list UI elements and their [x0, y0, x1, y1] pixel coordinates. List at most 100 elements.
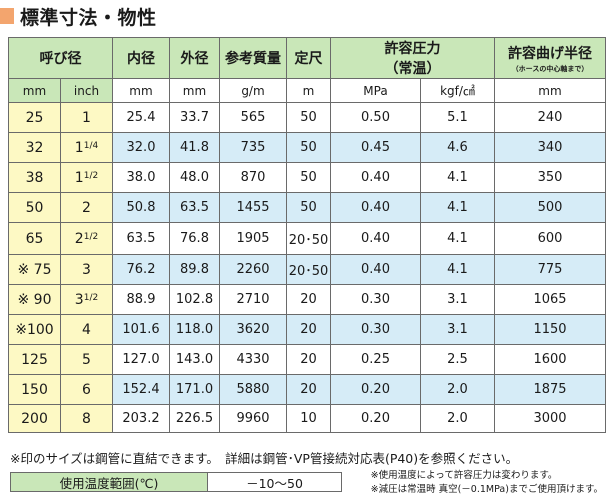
cell-radius: 1600: [494, 344, 606, 375]
cell-radius: 1150: [494, 314, 606, 345]
cell-length: 20: [286, 314, 331, 345]
cell-length: 10: [286, 404, 331, 433]
cell-length: 50: [286, 132, 331, 163]
cell-size-inch: 11/2: [60, 162, 113, 193]
cell-naikei: 32.0: [112, 132, 170, 163]
cell-mass: 870: [219, 162, 287, 193]
cell-length: 20: [286, 344, 331, 375]
table-row: 38 11/2 38.0 48.0 870 50 0.40 4.1 350: [8, 162, 606, 193]
header-kyoyo-mage-sub: （ホースの中心軸まで）: [511, 64, 589, 73]
cell-gaikei: 41.8: [169, 132, 220, 163]
cell-mass: 565: [219, 102, 287, 133]
page-title: 標準寸法・物性: [0, 2, 157, 30]
cell-radius: 240: [494, 102, 606, 133]
inch-whole: 2: [74, 230, 84, 247]
cell-size-mm: 150: [8, 374, 61, 405]
cell-naikei: 203.2: [112, 404, 170, 433]
cell-size-inch: 11/4: [60, 132, 113, 163]
cell-gaikei: 89.8: [169, 254, 220, 285]
cell-mpa: 0.40: [330, 222, 421, 255]
temperature-range-label: 使用温度範囲(℃): [10, 472, 208, 492]
cell-mass: 735: [219, 132, 287, 163]
cell-size-mm: ※ 90: [8, 284, 61, 315]
inch-whole: 1: [82, 109, 91, 126]
unit-mass: g/m: [219, 78, 287, 103]
cell-naikei: 88.9: [112, 284, 170, 315]
cell-size-inch: 3: [60, 254, 113, 285]
cell-size-inch: 1: [60, 102, 113, 133]
inch-whole: 4: [82, 321, 91, 338]
cell-mpa: 0.30: [330, 314, 421, 345]
cell-size-inch: 5: [60, 344, 113, 375]
cell-kgf: 4.1: [420, 162, 495, 193]
cell-radius: 1875: [494, 374, 606, 405]
inch-whole: 5: [82, 351, 91, 368]
header-yobi-kei: 呼び径: [8, 37, 113, 79]
cell-mpa: 0.30: [330, 284, 421, 315]
cell-length: 50: [286, 102, 331, 133]
cell-kgf: 2.0: [420, 404, 495, 433]
table-row: 65 21/2 63.5 76.8 1905 20･50 0.40 4.1 600: [8, 222, 606, 255]
cell-radius: 775: [494, 254, 606, 285]
note-pressure-temp: ※使用温度によって許容圧力は変わります。: [370, 470, 558, 481]
inch-fraction: 1/2: [83, 231, 99, 242]
note-vacuum: ※減圧は常温時 真空(－0.1MPa)までご使用頂けます。: [370, 484, 603, 495]
cell-naikei: 101.6: [112, 314, 170, 345]
cell-naikei: 63.5: [112, 222, 170, 255]
cell-size-inch: 2: [60, 192, 113, 223]
cell-mass: 5880: [219, 374, 287, 405]
cell-kgf: 4.1: [420, 222, 495, 255]
inch-whole: 2: [82, 199, 91, 216]
cell-kgf: 4.6: [420, 132, 495, 163]
unit-kgf: kgf/㎠: [420, 78, 495, 103]
unit-radius: mm: [494, 78, 606, 103]
notes-right: ※使用温度によって許容圧力は変わります。 ※減圧は常温時 真空(－0.1MPa)…: [371, 469, 603, 497]
cell-size-mm: 32: [8, 132, 61, 163]
cell-size-inch: 6: [60, 374, 113, 405]
cell-mass: 1905: [219, 222, 287, 255]
cell-kgf: 2.5: [420, 344, 495, 375]
dimensions-table: 呼び径 内径 外径 参考質量 定尺 許容圧力 （常温） 許容曲げ半径 （ホースの…: [8, 37, 606, 433]
cell-naikei: 38.0: [112, 162, 170, 193]
cell-size-mm: 50: [8, 192, 61, 223]
table-row: 150 6 152.4 171.0 5880 20 0.20 2.0 1875: [8, 374, 606, 405]
cell-gaikei: 226.5: [169, 404, 220, 433]
cell-length: 20: [286, 374, 331, 405]
table-row: ※100 4 101.6 118.0 3620 20 0.30 3.1 1150: [8, 314, 606, 345]
page-title-text: 標準寸法・物性: [20, 6, 157, 29]
table-row: ※ 90 31/2 88.9 102.8 2710 20 0.30 3.1 1065: [8, 284, 606, 315]
cell-kgf: 4.1: [420, 254, 495, 285]
header-row-units: mm inch mm mm g/m m MPa kgf/㎠ mm: [8, 78, 606, 103]
title-marker: [0, 8, 14, 24]
cell-mass: 2710: [219, 284, 287, 315]
cell-mass: 2260: [219, 254, 287, 285]
table-row: 32 11/4 32.0 41.8 735 50 0.45 4.6 340: [8, 132, 606, 163]
cell-gaikei: 118.0: [169, 314, 220, 345]
unit-length: m: [286, 78, 331, 103]
note-steel-pipe: ※印のサイズは鋼管に直結できます。 詳細は鋼管･VP管接続対応表(P40)を参照…: [10, 451, 519, 466]
cell-kgf: 3.1: [420, 314, 495, 345]
inch-whole: 1: [74, 169, 84, 186]
unit-naikei: mm: [112, 78, 170, 103]
header-gaikei: 外径: [169, 37, 220, 79]
header-mass: 参考質量: [219, 37, 287, 79]
table-row: 25 1 25.4 33.7 565 50 0.50 5.1 240: [8, 102, 606, 133]
cell-kgf: 5.1: [420, 102, 495, 133]
cell-radius: 1065: [494, 284, 606, 315]
cell-size-mm: 125: [8, 344, 61, 375]
table-row: 125 5 127.0 143.0 4330 20 0.25 2.5 1600: [8, 344, 606, 375]
table-body: 25 1 25.4 33.7 565 50 0.50 5.1 240 32 11/4 32.0 41.8…: [8, 102, 606, 433]
cell-mass: 1455: [219, 192, 287, 223]
cell-radius: 3000: [494, 404, 606, 433]
cell-size-inch: 31/2: [60, 284, 113, 315]
cell-mpa: 0.40: [330, 254, 421, 285]
unit-mm: mm: [8, 78, 61, 103]
cell-size-inch: 8: [60, 404, 113, 433]
cell-gaikei: 33.7: [169, 102, 220, 133]
cell-naikei: 152.4: [112, 374, 170, 405]
cell-size-mm: 25: [8, 102, 61, 133]
cell-gaikei: 63.5: [169, 192, 220, 223]
inch-whole: 1: [74, 139, 84, 156]
cell-gaikei: 171.0: [169, 374, 220, 405]
cell-kgf: 4.1: [420, 192, 495, 223]
